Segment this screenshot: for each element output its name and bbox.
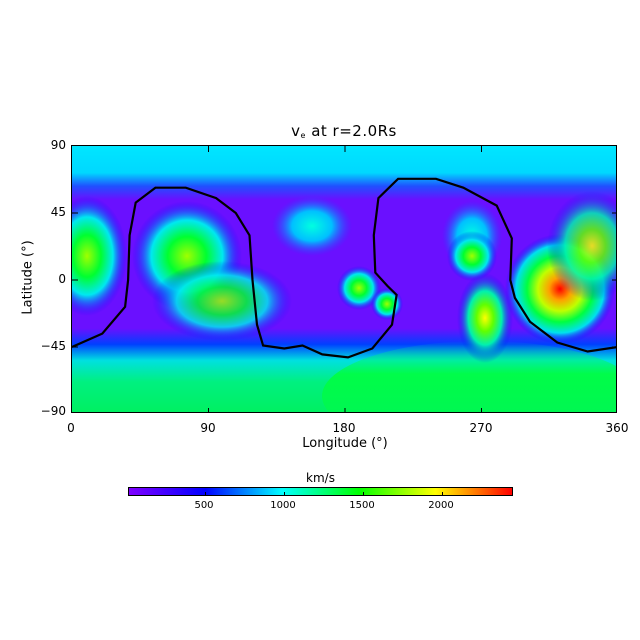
x-tick-label: 180 — [332, 421, 356, 435]
colorbar-tick-label: 1000 — [270, 500, 296, 511]
colorbar-tick — [442, 492, 443, 496]
colorbar — [128, 487, 513, 496]
chart-title: ve at r=2.0Rs — [291, 122, 397, 140]
colorbar-tick — [205, 492, 206, 496]
y-tick-label: 90 — [50, 138, 66, 152]
colorbar-tick-label: 2000 — [428, 500, 454, 511]
x-tick-label: 270 — [469, 421, 493, 435]
colorbar-tick-label: 500 — [194, 500, 214, 511]
colorbar-title: km/s — [306, 471, 335, 485]
y-tick-label: 45 — [50, 205, 66, 219]
heatmap-image — [72, 146, 616, 412]
x-tick-label: 360 — [605, 421, 629, 435]
x-axis-label: Longitude (°) — [302, 436, 388, 451]
colorbar-tick — [284, 492, 285, 496]
y-tick-label: −45 — [40, 339, 66, 353]
neutral-line-contour — [72, 177, 616, 359]
y-axis-label: Latitude (°) — [20, 240, 36, 315]
heatmap-plot-area — [71, 145, 617, 413]
x-tick-label: 0 — [67, 421, 75, 435]
y-tick-label: −90 — [40, 404, 66, 418]
x-tick-label: 90 — [200, 421, 216, 435]
colorbar-tick-label: 1500 — [349, 500, 375, 511]
y-tick-label: 0 — [58, 272, 66, 286]
colorbar-tick — [363, 492, 364, 496]
